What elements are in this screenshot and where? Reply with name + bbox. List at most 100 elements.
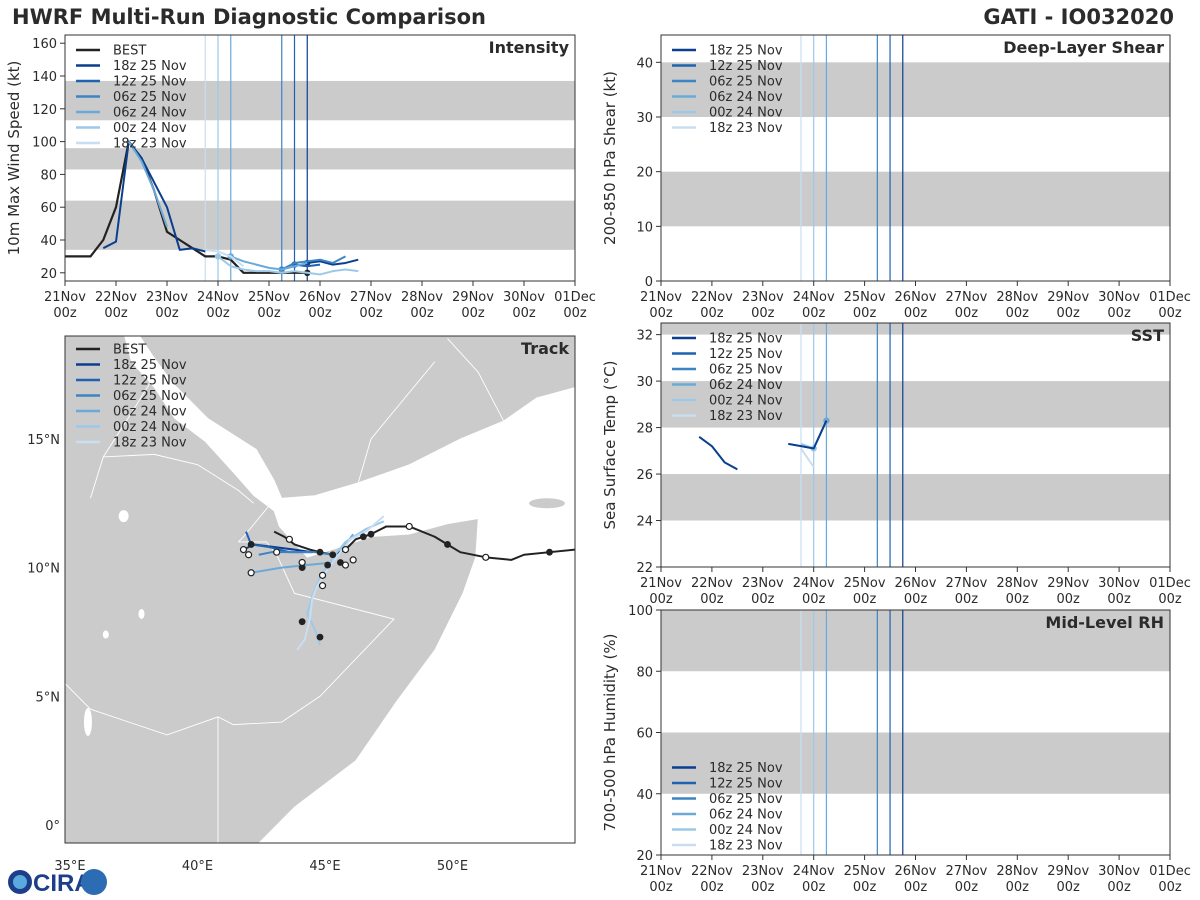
rh-xtick-day-2: 23Nov	[742, 864, 784, 879]
intensity-band-2	[65, 80, 575, 121]
sst-band-0	[661, 474, 1170, 521]
sst-xtick-day-7: 28Nov	[996, 576, 1038, 591]
track-legend-label-0: BEST	[113, 343, 146, 358]
track-point-filled-0-0	[546, 548, 553, 556]
track-ytick-label-2: 10°N	[27, 562, 60, 577]
track-ytick-label-3: 15°N	[27, 433, 60, 448]
intensity-xtick-day-9: 30Nov	[503, 290, 545, 305]
border-line-5	[447, 338, 504, 422]
track-legend-label-3: 06z 25 Nov	[113, 389, 187, 404]
shear-legend-label-1: 12z 25 Nov	[709, 59, 783, 74]
rh-chart: 2040608010021Nov00z22Nov00z23Nov00z24Nov…	[601, 604, 1191, 895]
track-point-open-7-2	[273, 548, 281, 556]
track-point-open-7-4	[318, 571, 327, 579]
track-point-open-7-0	[239, 546, 248, 554]
sst-xtick-hour-10: 00z	[1158, 592, 1182, 607]
shear-ytick-label-2: 20	[636, 166, 653, 181]
shear-legend-label-3: 06z 24 Nov	[709, 90, 783, 105]
sst-xtick-hour-7: 00z	[1006, 592, 1030, 607]
sst-xtick-hour-9: 00z	[1107, 592, 1131, 607]
shear-xtick-day-5: 26Nov	[895, 290, 937, 305]
sst-xtick-hour-6: 00z	[955, 592, 979, 607]
intensity-ytick-label-7: 160	[32, 37, 57, 52]
intensity-legend-label-5: 00z 24 Nov	[113, 121, 187, 136]
shear-ytick-label-0: 0	[645, 275, 653, 290]
rh-xtick-hour-7: 00z	[1006, 880, 1030, 895]
sst-xtick-hour-3: 00z	[802, 592, 826, 607]
track-point-open-7-1	[245, 551, 253, 559]
intensity-xtick-day-0: 21Nov	[44, 290, 86, 305]
shear-xtick-hour-0: 00z	[649, 306, 673, 321]
track-point-open-0-2	[341, 546, 350, 554]
track-point-filled-7-4	[298, 618, 306, 626]
rh-legend-label-1: 12z 25 Nov	[709, 777, 783, 792]
rh-legend-label-5: 18z 23 Nov	[709, 839, 783, 854]
lake-3	[138, 608, 145, 619]
sst-title: SST	[1131, 326, 1164, 345]
shear-legend-label-2: 06z 25 Nov	[709, 75, 783, 90]
shear-ytick-label-4: 40	[636, 56, 653, 71]
storm-id: GATI - IO032020	[983, 5, 1174, 29]
rh-xtick-hour-3: 00z	[802, 880, 826, 895]
sst-ylabel: Sea Surface Temp (°C)	[601, 360, 619, 529]
track-title: Track	[521, 339, 569, 358]
sst-xtick-day-10: 01Dec	[1149, 576, 1191, 591]
track-chart: 35°E 40°E 45°E 50°E0°5°N10°N15°NTrackBEST18…	[27, 335, 576, 874]
sst-xtick-day-1: 22Nov	[691, 576, 733, 591]
sst-ytick-label-0: 22	[636, 561, 653, 576]
rh-xtick-hour-6: 00z	[955, 880, 979, 895]
sst-xtick-hour-2: 00z	[751, 592, 775, 607]
rh-band-1	[661, 610, 1170, 672]
intensity-xtick-day-6: 27Nov	[350, 290, 392, 305]
rh-xtick-day-9: 30Nov	[1098, 864, 1140, 879]
shear-xtick-hour-10: 00z	[1158, 306, 1182, 321]
sst-band-1	[661, 381, 1170, 428]
track-series-5	[306, 520, 385, 646]
shear-band-0	[661, 171, 1170, 227]
intensity-series-1	[307, 258, 359, 266]
rh-legend-label-4: 00z 24 Nov	[709, 823, 783, 838]
rh-legend-label-3: 06z 24 Nov	[709, 808, 783, 823]
intensity-chart: 2040608010012014016021Nov00z22Nov00z23No…	[5, 34, 596, 321]
track-legend-label-2: 12z 25 Nov	[113, 374, 187, 389]
intensity-xtick-day-10: 01Dec	[554, 290, 596, 305]
sst-ytick-label-3: 28	[636, 422, 653, 437]
intensity-xtick-hour-6: 00z	[359, 306, 383, 321]
shear-xtick-hour-7: 00z	[1006, 306, 1030, 321]
intensity-ytick-label-3: 80	[40, 168, 57, 183]
intensity-xtick-day-7: 28Nov	[401, 290, 443, 305]
intensity-xtick-hour-2: 00z	[155, 306, 179, 321]
land-socotra	[528, 498, 565, 509]
shear-xtick-hour-9: 00z	[1107, 306, 1131, 321]
intensity-series-8	[127, 141, 168, 228]
shear-xtick-day-8: 29Nov	[1047, 290, 1089, 305]
intensity-series-6	[205, 248, 245, 268]
sst-xtick-day-5: 26Nov	[895, 576, 937, 591]
track-ytick-label-1: 5°N	[36, 690, 61, 705]
track-series-0	[273, 525, 575, 561]
sst-ytick-label-2: 26	[636, 468, 653, 483]
track-point-open-7-7	[349, 556, 357, 564]
cira-logo-globe-icon	[81, 869, 107, 895]
intensity-marker-5-0	[214, 253, 222, 260]
rh-ytick-label-2: 60	[636, 727, 653, 742]
sst-xtick-hour-5: 00z	[904, 592, 928, 607]
border-line-6	[357, 361, 436, 483]
sst-xtick-hour-1: 00z	[700, 592, 724, 607]
intensity-band-0	[65, 200, 575, 250]
sst-legend-label-3: 06z 24 Nov	[709, 378, 783, 393]
rh-xtick-hour-1: 00z	[700, 880, 724, 895]
rh-xtick-day-5: 26Nov	[895, 864, 937, 879]
rh-xtick-day-10: 01Dec	[1149, 864, 1191, 879]
cira-logo: CIRA	[8, 869, 107, 897]
track-point-filled-7-5	[316, 633, 324, 641]
shear-ytick-label-1: 10	[636, 220, 653, 235]
track-point-filled-0-5	[329, 551, 337, 559]
shear-xtick-day-6: 27Nov	[945, 290, 987, 305]
intensity-legend-label-3: 06z 25 Nov	[113, 90, 187, 105]
lake-2	[102, 630, 109, 639]
sst-legend-label-1: 12z 25 Nov	[709, 347, 783, 362]
intensity-ytick-label-0: 20	[40, 267, 57, 282]
track-point-filled-7-0	[247, 541, 255, 548]
